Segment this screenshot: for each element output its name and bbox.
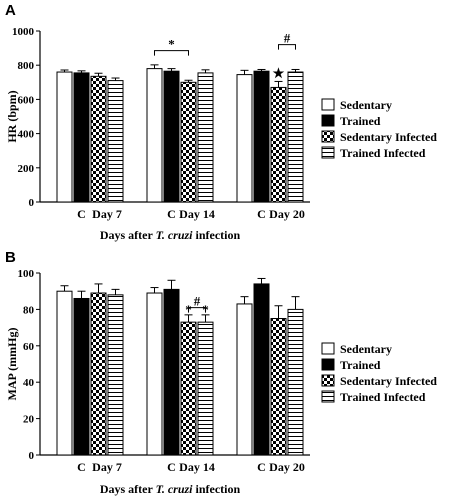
- bar-hlines: [197, 72, 214, 203]
- control-label: C: [257, 207, 266, 221]
- x-axis-title: Days after T. cruzi infection: [100, 482, 241, 496]
- control-label: C: [167, 207, 176, 221]
- bar-checker: [270, 318, 287, 456]
- x-axis-title: Days after T. cruzi infection: [100, 228, 241, 242]
- bar-black: [163, 288, 180, 456]
- y-tick-label: 1000: [12, 26, 35, 38]
- day-label: Day 7: [92, 207, 122, 221]
- bar-hlines: [107, 294, 124, 456]
- legend-label: Sedentary: [340, 342, 392, 356]
- legend-swatch: [321, 130, 335, 143]
- panel-label: A: [5, 2, 16, 19]
- legend-label: Sedentary Infected: [340, 374, 437, 388]
- legend-swatch: [321, 374, 335, 387]
- legend-swatch: [321, 390, 335, 403]
- y-tick-label: 20: [23, 414, 35, 426]
- day-label: Day 14: [179, 460, 215, 474]
- y-axis-title: MAP (mmHg): [5, 328, 19, 401]
- bar-checker: [180, 321, 197, 456]
- y-tick-label: 60: [23, 341, 35, 353]
- bar-white: [236, 303, 253, 456]
- legend-label: Sedentary: [340, 98, 392, 112]
- significance-marker: *: [202, 302, 209, 317]
- y-tick-label: 800: [18, 60, 35, 72]
- significance-label: #: [194, 294, 201, 309]
- day-label: Day 20: [269, 207, 305, 221]
- bar-white: [146, 68, 163, 203]
- bar-checker: [90, 292, 107, 456]
- y-tick-label: 600: [18, 94, 35, 106]
- bar-white: [56, 290, 73, 456]
- control-label: C: [257, 460, 266, 474]
- significance-bracket: [154, 50, 189, 56]
- y-tick-label: 80: [23, 304, 35, 316]
- y-tick-label: 0: [29, 197, 35, 209]
- legend-swatch: [321, 98, 335, 111]
- panel-label: B: [5, 249, 16, 266]
- bar-checker: [90, 75, 107, 203]
- y-tick-label: 400: [18, 129, 35, 141]
- bar-white: [236, 74, 253, 203]
- bar-checker: [270, 86, 287, 203]
- legend-swatch: [321, 114, 335, 127]
- control-label: C: [167, 460, 176, 474]
- bar-hlines: [287, 71, 304, 203]
- significance-label: *: [168, 37, 175, 52]
- day-label: Day 14: [179, 207, 215, 221]
- significance-label: #: [284, 31, 291, 46]
- legend-swatch: [321, 342, 335, 355]
- bar-black: [253, 283, 270, 456]
- significance-bracket: [278, 44, 296, 50]
- y-tick-label: 40: [23, 377, 35, 389]
- significance-marker: ★: [273, 65, 285, 80]
- legend-label: Trained: [340, 358, 381, 372]
- y-tick-label: 0: [29, 450, 35, 462]
- bar-black: [73, 72, 90, 203]
- legend-label: Trained Infected: [340, 146, 426, 160]
- bar-hlines: [107, 80, 124, 203]
- bar-checker: [180, 81, 197, 203]
- legend-swatch: [321, 358, 335, 371]
- bar-black: [73, 297, 90, 456]
- legend-label: Trained: [340, 114, 381, 128]
- significance-bracket: [188, 307, 206, 313]
- control-label: C: [77, 207, 86, 221]
- day-label: Day 20: [269, 460, 305, 474]
- control-label: C: [77, 460, 86, 474]
- legend-label: Trained Infected: [340, 390, 426, 404]
- bar-hlines: [287, 308, 304, 456]
- y-tick-label: 200: [18, 163, 35, 175]
- y-tick-label: 100: [18, 268, 35, 280]
- day-label: Day 7: [92, 460, 122, 474]
- significance-marker: *: [185, 302, 192, 317]
- bar-white: [56, 71, 73, 203]
- y-axis-title: HR (bpm): [5, 90, 19, 142]
- legend-swatch: [321, 146, 335, 159]
- bar-white: [146, 292, 163, 456]
- bar-black: [163, 70, 180, 203]
- legend-label: Sedentary Infected: [340, 130, 437, 144]
- bar-hlines: [197, 321, 214, 456]
- bar-black: [253, 70, 270, 203]
